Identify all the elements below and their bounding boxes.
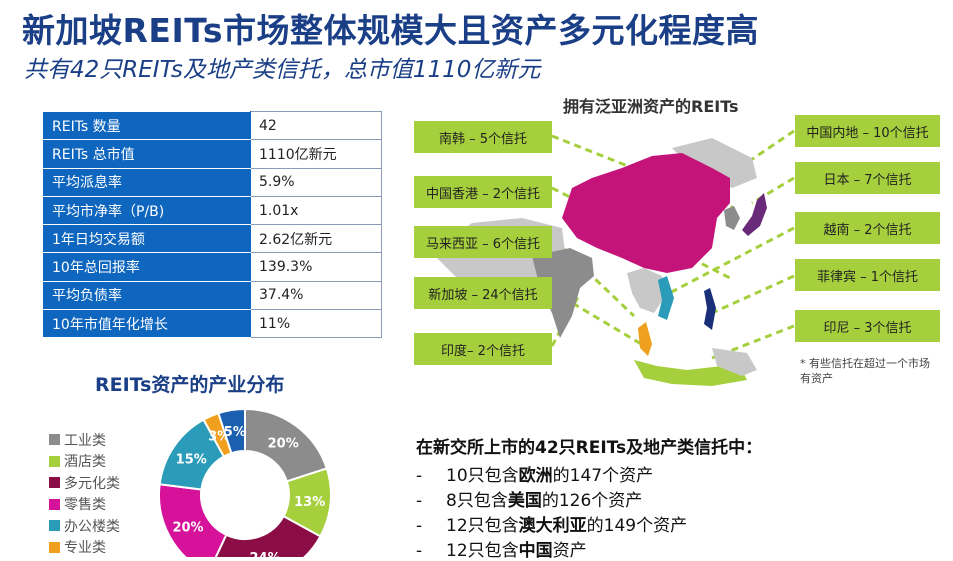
summary-text: 8只包含 <box>446 491 508 511</box>
stat-value: 139.3% <box>250 252 382 282</box>
stat-value: 11% <box>250 309 382 339</box>
legend-label: 酒店类 <box>64 454 106 471</box>
legend-label: 工业类 <box>64 432 106 449</box>
legend-item: 办公楼类 <box>49 515 120 537</box>
page-title: 新加坡REITs市场整体规模大且资产多元化程度高 <box>22 11 760 50</box>
table-row: REITs 总市值 1110亿新元 <box>43 139 382 169</box>
summary-heading: 在新交所上市的42只REITs及地产类信托中： <box>416 438 763 458</box>
stat-value: 42 <box>250 110 382 141</box>
bullet-dash: - <box>416 516 423 536</box>
stat-label: REITs 总市值 <box>43 139 251 169</box>
stat-label: 1年日均交易额 <box>43 224 251 254</box>
table-row: 平均派息率 5.9% <box>43 167 382 197</box>
legend-label: 零售类 <box>64 497 106 514</box>
donut-slice-3 <box>214 514 322 557</box>
summary-text: 资产 <box>552 541 587 561</box>
map-label-mainland-china: 中国内地 – 10个信托 <box>795 115 940 147</box>
donut-slice-label: 20% <box>172 520 203 535</box>
summary-item: - 10只包含欧洲的147个资产 <box>416 461 653 486</box>
map-region-china <box>562 153 730 273</box>
table-row: 1年日均交易额 2.62亿新元 <box>43 224 382 254</box>
stat-label: 10年总回报率 <box>43 252 251 282</box>
map-region-russia <box>672 138 757 188</box>
summary-region: 中国 <box>518 541 553 561</box>
map-region-australia-north <box>712 348 757 376</box>
summary-text: 10只包含 <box>446 466 519 486</box>
summary-item: - 12只包含中国资产 <box>416 536 587 561</box>
bullet-dash: - <box>416 541 423 561</box>
summary-region: 美国 <box>507 491 542 511</box>
stat-label: 10年市值年化增长 <box>43 309 251 339</box>
map-footnote: * 有些信托在超过一个市场有资产 <box>800 357 930 385</box>
map-region-malaysia <box>638 322 652 356</box>
map-label-south-korea: 南韩 – 5个信托 <box>414 121 552 153</box>
stat-value: 37.4% <box>250 280 382 311</box>
legend-item: 专业类 <box>49 537 120 559</box>
legend-swatch <box>49 520 60 532</box>
chart-legend: 工业类 酒店类 多元化类 零售类 办公楼类 专业类 <box>49 429 120 558</box>
summary-item: - 12只包含澳大利亚的149个资产 <box>416 511 687 536</box>
map-region-indochina <box>627 268 664 313</box>
stat-value: 1110亿新元 <box>250 139 382 169</box>
page-subtitle: 共有42只REITs及地产类信托，总市值1110亿新元 <box>24 57 541 83</box>
summary-text: 的126个资产 <box>541 491 643 511</box>
summary-text: 12只包含 <box>446 541 519 561</box>
legend-swatch <box>49 541 60 553</box>
map-label-philippines: 菲律宾 – 1个信托 <box>795 259 940 291</box>
bullet-dash: - <box>416 491 423 511</box>
table-row: 平均负债率 37.4% <box>43 280 382 311</box>
donut-slice-label: 13% <box>294 495 325 510</box>
legend-swatch <box>49 498 60 510</box>
summary-text: 的149个资产 <box>586 516 688 536</box>
legend-label: 办公楼类 <box>64 518 120 535</box>
legend-swatch <box>49 477 60 489</box>
map-label-vietnam: 越南 – 2个信托 <box>795 212 940 244</box>
map-region-vietnam <box>658 276 674 320</box>
stat-value: 2.62亿新元 <box>250 224 382 254</box>
stat-label: 平均负债率 <box>43 280 251 311</box>
table-row: 平均市净率（P/B) 1.01x <box>43 195 382 226</box>
donut-slice-label: 15% <box>176 452 207 467</box>
table-row: 10年市值年化增长 11% <box>43 309 382 339</box>
map-label-singapore: 新加坡 – 24个信托 <box>414 277 552 309</box>
map-label-indonesia: 印尼 – 3个信托 <box>795 310 940 342</box>
legend-label: 专业类 <box>64 540 106 557</box>
map-label-hong-kong: 中国香港 – 2个信托 <box>414 176 552 208</box>
map-label-japan: 日本 – 7个信托 <box>795 162 940 194</box>
map-label-india: 印度– 2个信托 <box>414 333 552 365</box>
stat-value: 5.9% <box>250 167 382 197</box>
donut-chart: 20%13%24%20%15%3%5% <box>158 407 332 557</box>
stat-label: 平均市净率（P/B) <box>43 195 251 226</box>
bullet-dash: - <box>416 466 423 486</box>
summary-text: 12只包含 <box>446 516 519 536</box>
stat-value: 1.01x <box>250 195 382 226</box>
donut-chart-title: REITs资产的产业分布 <box>95 374 285 396</box>
legend-label: 多元化类 <box>64 475 120 492</box>
legend-swatch <box>49 434 60 446</box>
summary-text: 的147个资产 <box>552 466 654 486</box>
table-row: REITs 数量 42 <box>43 110 382 141</box>
map-label-malaysia: 马来西亚 – 6个信托 <box>414 226 552 258</box>
map-region-korea <box>724 206 740 230</box>
summary-region: 澳大利亚 <box>518 516 587 536</box>
map-region-japan <box>742 193 767 236</box>
summary-item: - 8只包含美国的126个资产 <box>416 486 642 511</box>
table-row: 10年总回报率 139.3% <box>43 252 382 282</box>
legend-item: 工业类 <box>49 429 120 451</box>
map-title: 拥有泛亚洲资产的REITs <box>563 97 739 116</box>
donut-slice-label: 5% <box>224 425 246 440</box>
donut-slice-7 <box>217 407 246 455</box>
legend-item: 零售类 <box>49 494 120 516</box>
stat-label: REITs 数量 <box>43 110 251 141</box>
legend-item: 酒店类 <box>49 451 120 473</box>
summary-region: 欧洲 <box>518 466 553 486</box>
map-region-india <box>532 248 594 338</box>
stats-table: REITs 数量 42 REITs 总市值 1110亿新元 平均派息率 5.9% 平均… <box>43 110 382 339</box>
stat-label: 平均派息率 <box>43 167 251 197</box>
map-region-philippines <box>704 288 716 330</box>
donut-slice-label: 20% <box>268 436 299 451</box>
legend-item: 多元化类 <box>49 472 120 494</box>
legend-swatch <box>49 455 60 467</box>
donut-slice-label: 24% <box>250 551 281 557</box>
